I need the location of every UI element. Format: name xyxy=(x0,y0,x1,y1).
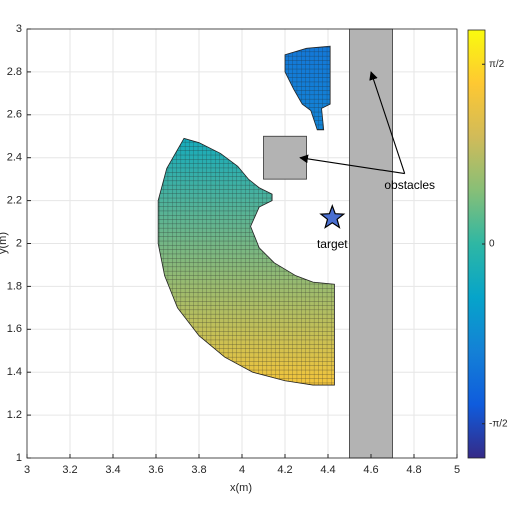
annotation-arrow xyxy=(299,154,405,175)
y-tick-label: 1.2 xyxy=(7,409,22,421)
annotation-arrow xyxy=(369,71,406,174)
x-tick-label: 4 xyxy=(239,464,245,476)
x-tick-label: 4.6 xyxy=(363,464,378,476)
y-tick-label: 2.2 xyxy=(7,195,22,207)
y-tick-label: 3 xyxy=(16,23,22,35)
y-tick-label: 1 xyxy=(16,452,22,464)
y-tick-label: 1.4 xyxy=(7,366,22,378)
region-cells xyxy=(158,138,335,386)
y-tick-label: 1.6 xyxy=(7,323,22,335)
x-tick-label: 4.4 xyxy=(320,464,335,476)
obstacle xyxy=(349,28,393,459)
x-tick-label: 4.8 xyxy=(406,464,421,476)
colorbar-tick-label: π/2 xyxy=(489,59,505,70)
x-axis-label: x(m) xyxy=(230,482,252,494)
x-tick-label: 3.4 xyxy=(105,464,120,476)
x-tick-label: 3.8 xyxy=(191,464,206,476)
x-tick-label: 3 xyxy=(24,464,30,476)
colorbar-tick-label: -π/2 xyxy=(489,418,508,429)
y-axis-label: y(m) xyxy=(0,232,9,254)
region-cells xyxy=(285,46,331,130)
x-tick-label: 3.2 xyxy=(62,464,77,476)
y-tick-label: 2.8 xyxy=(7,66,22,78)
target-label: target xyxy=(317,237,348,251)
x-tick-label: 4.2 xyxy=(277,464,292,476)
annotation-text: obstacles xyxy=(384,178,435,192)
y-tick-label: 2 xyxy=(16,237,22,249)
target-star xyxy=(319,204,346,229)
x-tick-label: 5 xyxy=(454,464,460,476)
y-tick-label: 1.8 xyxy=(7,280,22,292)
y-tick-label: 2.6 xyxy=(7,109,22,121)
y-tick-label: 2.4 xyxy=(7,152,22,164)
colorbar-tick-label: 0 xyxy=(489,239,495,250)
x-tick-label: 3.6 xyxy=(148,464,163,476)
